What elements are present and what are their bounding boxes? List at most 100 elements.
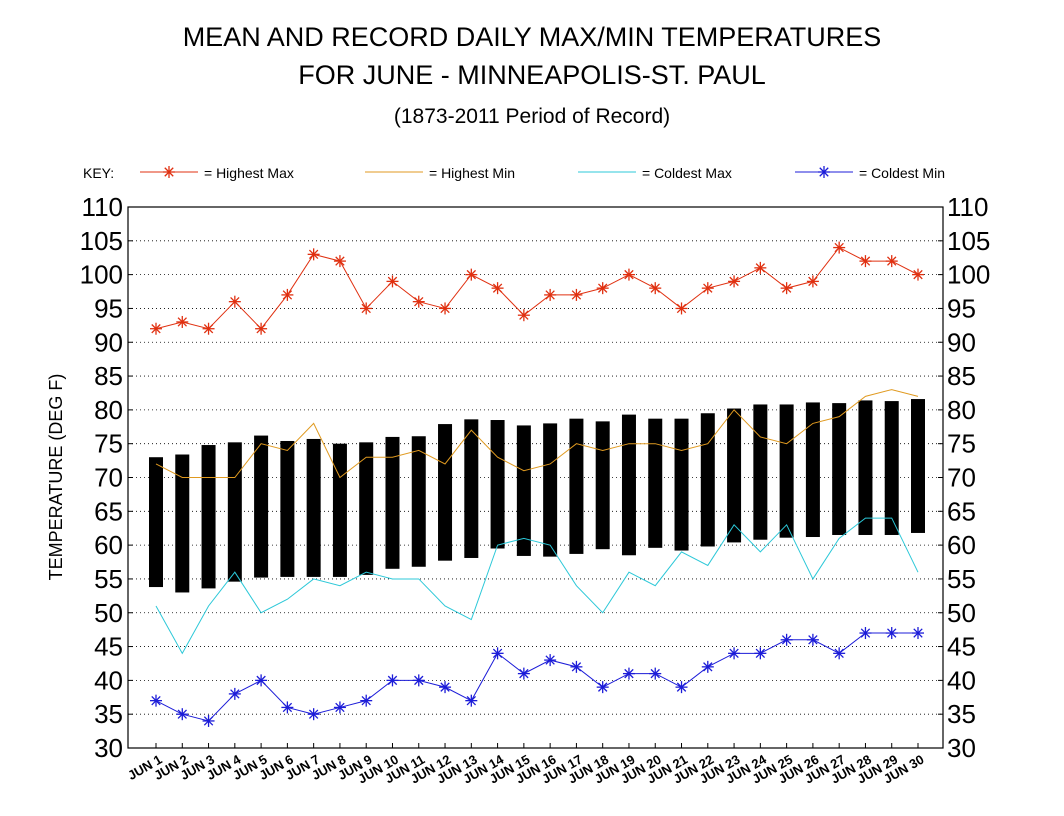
highest-max-point-17 bbox=[570, 288, 583, 301]
highest-max-point-13 bbox=[465, 268, 478, 281]
mean-range-bar-21 bbox=[674, 418, 689, 551]
legend-label-coldest-min: = Coldest Min bbox=[859, 165, 945, 181]
highest-max-point-6 bbox=[281, 288, 294, 301]
y-tick-right-30: 30 bbox=[947, 733, 976, 763]
highest-max-point-24 bbox=[754, 261, 767, 274]
y-tick-left-45: 45 bbox=[94, 632, 123, 662]
coldest-min-point-21 bbox=[675, 681, 688, 694]
coldest-min-point-11 bbox=[412, 674, 425, 687]
y-tick-left-105: 105 bbox=[80, 226, 123, 256]
y-tick-right-85: 85 bbox=[947, 361, 976, 391]
coldest-min-point-15 bbox=[517, 667, 530, 680]
mean-range-bar-2 bbox=[175, 454, 190, 593]
highest-max-point-1 bbox=[150, 322, 162, 335]
y-tick-right-75: 75 bbox=[947, 429, 976, 459]
chart-title-line-1: MEAN AND RECORD DAILY MAX/MIN TEMPERATUR… bbox=[183, 22, 882, 52]
highest-max-point-12 bbox=[439, 302, 452, 315]
highest-max-point-27 bbox=[833, 241, 846, 254]
highest-max-point-8 bbox=[333, 255, 346, 268]
coldest-min-point-17 bbox=[570, 660, 583, 673]
y-tick-left-30: 30 bbox=[94, 733, 123, 763]
highest-max-point-26 bbox=[806, 275, 819, 288]
mean-range-bars bbox=[149, 399, 925, 593]
mean-range-bar-24 bbox=[753, 404, 768, 540]
y-tick-right-110: 110 bbox=[947, 192, 988, 222]
highest-max-point-20 bbox=[649, 282, 662, 295]
chart-subtitle: (1873-2011 Period of Record) bbox=[394, 105, 670, 128]
mean-range-bar-16 bbox=[543, 423, 558, 557]
coldest-min-point-27 bbox=[833, 647, 846, 660]
highest-max-point-2 bbox=[176, 315, 189, 328]
coldest-min-point-25 bbox=[780, 633, 793, 646]
highest-max-line bbox=[155, 246, 919, 330]
mean-range-bar-6 bbox=[280, 440, 295, 577]
y-tick-left-75: 75 bbox=[94, 429, 123, 459]
coldest-min-point-26 bbox=[806, 633, 819, 646]
y-tick-left-70: 70 bbox=[94, 463, 123, 493]
coldest-min-point-19 bbox=[622, 667, 635, 680]
legend-prefix: KEY: bbox=[83, 165, 114, 181]
mean-range-bar-14 bbox=[490, 420, 505, 549]
coldest-max-line bbox=[155, 517, 919, 655]
coldest-min-point-2 bbox=[176, 708, 189, 721]
mean-range-bar-27 bbox=[832, 403, 847, 535]
coldest-min-point-13 bbox=[465, 694, 478, 707]
highest-max-point-30 bbox=[912, 268, 924, 281]
mean-range-bar-11 bbox=[411, 436, 426, 567]
highest-min-line bbox=[155, 389, 919, 479]
coldest-min-point-24 bbox=[754, 647, 767, 660]
y-tick-left-35: 35 bbox=[94, 699, 123, 729]
coldest-min-point-20 bbox=[649, 667, 662, 680]
mean-range-bar-1 bbox=[149, 457, 163, 588]
mean-range-bar-26 bbox=[805, 402, 820, 538]
y-tick-right-95: 95 bbox=[947, 293, 976, 323]
highest-max-point-11 bbox=[412, 295, 425, 308]
mean-range-bar-28 bbox=[858, 400, 873, 535]
coldest-min-point-23 bbox=[728, 647, 741, 660]
y-tick-right-90: 90 bbox=[947, 327, 976, 357]
coldest-min-point-29 bbox=[885, 627, 898, 640]
y-tick-right-105: 105 bbox=[947, 226, 990, 256]
highest-max-point-16 bbox=[544, 288, 557, 301]
legend-label-highest-max: = Highest Max bbox=[204, 165, 294, 181]
highest-max-point-25 bbox=[780, 282, 793, 295]
coldest-min-point-7 bbox=[307, 708, 320, 721]
highest-max-point-21 bbox=[675, 302, 688, 315]
highest-max-point-23 bbox=[728, 275, 741, 288]
mean-range-bar-7 bbox=[306, 438, 321, 577]
coldest-min-point-30 bbox=[912, 627, 924, 640]
mean-range-bar-19 bbox=[621, 414, 636, 556]
y-tick-left-80: 80 bbox=[94, 395, 123, 425]
coldest-min-point-6 bbox=[281, 701, 294, 714]
y-axis-label: TEMPERATURE (DEG F) bbox=[46, 374, 66, 581]
coldest-min-point-5 bbox=[255, 674, 268, 687]
y-tick-right-50: 50 bbox=[947, 598, 976, 628]
y-tick-left-110: 110 bbox=[82, 192, 123, 222]
highest-max-point-29 bbox=[885, 255, 898, 268]
y-tick-left-50: 50 bbox=[94, 598, 123, 628]
y-tick-right-80: 80 bbox=[947, 395, 976, 425]
y-tick-left-90: 90 bbox=[94, 327, 123, 357]
coldest-min-point-14 bbox=[491, 647, 504, 660]
y-tick-left-55: 55 bbox=[94, 564, 123, 594]
highest-max-point-28 bbox=[859, 255, 872, 268]
coldest-min-point-1 bbox=[150, 694, 162, 707]
highest-max-point-18 bbox=[596, 282, 609, 295]
mean-range-bar-9 bbox=[359, 442, 374, 575]
highest-max-point-22 bbox=[701, 282, 714, 295]
highest-max-point-14 bbox=[491, 282, 504, 295]
chart-title-line-2: FOR JUNE - MINNEAPOLIS-ST. PAUL bbox=[298, 60, 766, 90]
highest-max-point-9 bbox=[360, 302, 373, 315]
y-tick-right-65: 65 bbox=[947, 496, 976, 526]
mean-range-bar-20 bbox=[648, 418, 663, 548]
mean-range-bar-29 bbox=[884, 401, 899, 535]
mean-range-bar-25 bbox=[779, 404, 794, 538]
gridlines bbox=[128, 206, 943, 749]
y-tick-right-45: 45 bbox=[947, 632, 976, 662]
coldest-min-point-18 bbox=[596, 681, 609, 694]
coldest-min-point-16 bbox=[544, 654, 557, 667]
mean-range-bar-30 bbox=[911, 399, 925, 533]
y-tick-right-100: 100 bbox=[947, 260, 990, 290]
